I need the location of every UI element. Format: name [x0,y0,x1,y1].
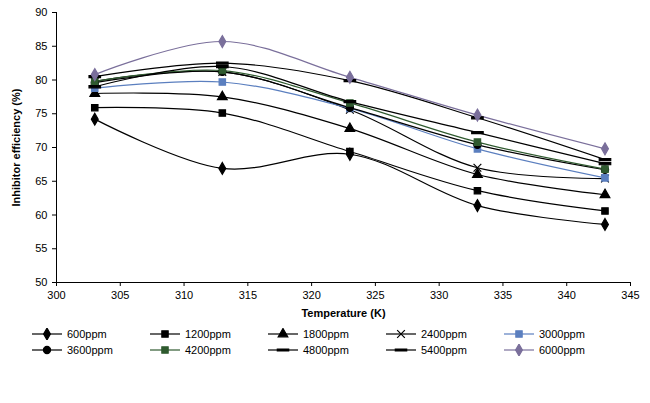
svg-text:90: 90 [35,6,47,18]
html-text:4800ppm: 4800ppm [303,344,349,356]
svg-text:310: 310 [175,289,193,301]
svg-text:335: 335 [494,289,512,301]
svg-text:75: 75 [35,107,47,119]
svg-text:Temperature (K): Temperature (K) [301,307,385,319]
html-text:6000ppm: 6000ppm [539,344,585,356]
svg-text:Inhibitor efficiency (%): Inhibitor efficiency (%) [10,88,22,206]
svg-text:80: 80 [35,74,47,86]
svg-text:325: 325 [366,289,384,301]
html-text:3600ppm: 3600ppm [67,344,113,356]
svg-text:50: 50 [35,276,47,288]
html-text:1800ppm: 1800ppm [303,328,349,340]
svg-text:330: 330 [430,289,448,301]
html-text:600ppm: 600ppm [67,328,107,340]
svg-text:345: 345 [621,289,639,301]
html-text:4200ppm: 4200ppm [185,344,231,356]
svg-text:65: 65 [35,175,47,187]
svg-text:60: 60 [35,209,47,221]
html-text:5400ppm: 5400ppm [421,344,467,356]
svg-text:300: 300 [47,289,65,301]
svg-text:340: 340 [558,289,576,301]
svg-text:305: 305 [111,289,129,301]
svg-text:70: 70 [35,141,47,153]
html-text:3000ppm: 3000ppm [539,328,585,340]
svg-text:55: 55 [35,242,47,254]
svg-text:85: 85 [35,40,47,52]
svg-text:320: 320 [302,289,320,301]
html-text:1200ppm: 1200ppm [185,328,231,340]
svg-text:315: 315 [239,289,257,301]
html-text:2400ppm: 2400ppm [421,328,467,340]
